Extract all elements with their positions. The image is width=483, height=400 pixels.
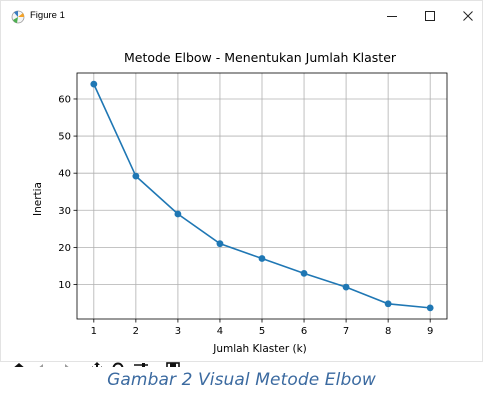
minimize-icon: [387, 16, 397, 17]
y-axis-label: Inertia: [32, 182, 44, 216]
title-bar[interactable]: Figure 1: [1, 1, 483, 31]
x-tick-label: 6: [301, 326, 307, 337]
data-point: [342, 283, 350, 291]
y-tick-label: 20: [58, 243, 71, 254]
maximize-button[interactable]: [412, 1, 448, 31]
navigation-toolbar: [1, 355, 483, 367]
data-point: [300, 269, 308, 277]
pan-icon: [92, 362, 102, 367]
minimize-button[interactable]: [374, 1, 410, 31]
plot-frame: [76, 72, 448, 320]
x-tick-label: 9: [427, 326, 433, 337]
x-tick-label: 2: [133, 326, 139, 337]
zoom-button[interactable]: [111, 360, 127, 367]
sliders-icon: [134, 363, 148, 367]
y-tick-label: 10: [58, 280, 71, 291]
data-point: [216, 240, 224, 248]
data-point: [132, 172, 140, 180]
back-button[interactable]: [35, 360, 51, 367]
window-title: Figure 1: [30, 10, 65, 21]
forward-button[interactable]: [57, 360, 73, 367]
y-tick-label: 30: [58, 206, 71, 217]
maximize-icon: [425, 11, 435, 21]
close-button[interactable]: [450, 1, 483, 31]
home-button[interactable]: [11, 360, 27, 367]
matplotlib-icon: [11, 9, 27, 24]
zoom-icon: [112, 362, 124, 367]
chart-title: Metode Elbow - Menentukan Jumlah Klaster: [124, 50, 397, 65]
data-point: [90, 80, 98, 88]
data-point: [174, 210, 182, 218]
x-tick-label: 4: [217, 326, 223, 337]
configure-button[interactable]: [133, 360, 149, 367]
x-tick-label: 1: [91, 326, 97, 337]
x-axis-label: Jumlah Klaster (k): [212, 343, 307, 355]
figure-window: Figure 1 Metode Elbow - Menentukan Jumla…: [0, 0, 483, 367]
data-point: [258, 255, 266, 262]
y-tick-label: 60: [58, 94, 71, 105]
elbow-chart: Metode Elbow - Menentukan Jumlah Klaster…: [32, 50, 448, 355]
forward-arrow-icon: [59, 364, 69, 367]
pan-button[interactable]: [89, 360, 105, 367]
back-arrow-icon: [39, 364, 49, 367]
home-icon: [14, 363, 24, 367]
close-icon: [463, 11, 473, 21]
save-button[interactable]: [165, 360, 181, 367]
x-tick-label: 3: [175, 326, 181, 337]
x-tick-label: 8: [385, 326, 391, 337]
x-tick-label: 7: [343, 326, 349, 337]
y-tick-label: 40: [58, 169, 71, 180]
data-point: [426, 304, 434, 312]
x-tick-label: 5: [259, 326, 265, 337]
y-tick-label: 50: [58, 132, 71, 143]
data-point: [384, 300, 392, 308]
save-icon: [166, 362, 180, 367]
figure-caption: Gambar 2 Visual Metode Elbow: [107, 370, 376, 390]
